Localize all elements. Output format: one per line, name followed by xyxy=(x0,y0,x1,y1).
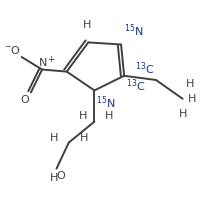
Text: H: H xyxy=(50,133,59,143)
Text: O: O xyxy=(20,94,29,105)
Text: $^{15}$N: $^{15}$N xyxy=(124,23,144,39)
Text: $^{13}$C: $^{13}$C xyxy=(126,77,146,94)
Text: H: H xyxy=(79,112,87,121)
Text: H: H xyxy=(80,133,88,143)
Text: H: H xyxy=(105,112,113,121)
Text: $^{13}$C: $^{13}$C xyxy=(135,60,155,77)
Text: H: H xyxy=(188,94,196,104)
Text: H: H xyxy=(83,20,91,30)
Text: N: N xyxy=(39,59,47,68)
Text: O: O xyxy=(57,171,65,181)
Text: H: H xyxy=(50,173,59,183)
Text: $^{-}$O: $^{-}$O xyxy=(4,44,21,56)
Text: H: H xyxy=(179,109,187,119)
Text: H: H xyxy=(186,79,194,89)
Text: $^{15}$N: $^{15}$N xyxy=(96,94,116,111)
Text: +: + xyxy=(47,55,55,64)
